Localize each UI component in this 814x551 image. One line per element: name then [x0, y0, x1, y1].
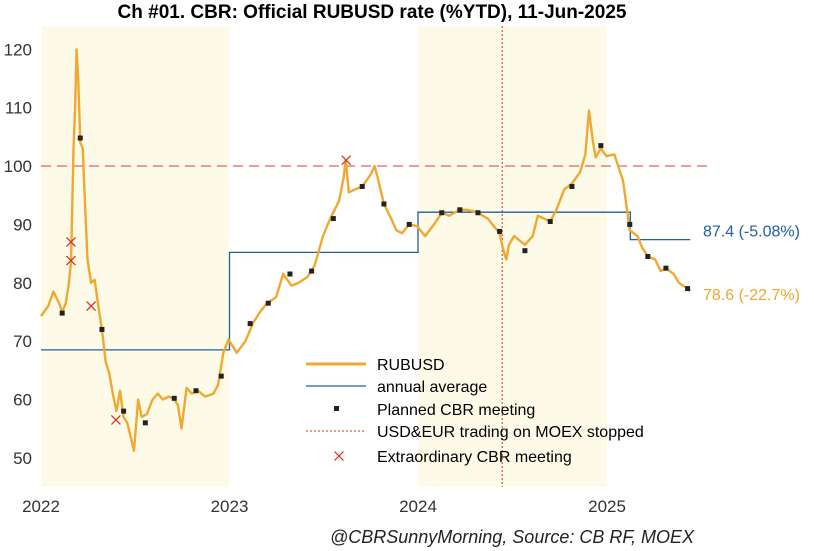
y-tick-60: 60 — [13, 390, 32, 409]
meeting-marker-15 — [406, 221, 412, 227]
x-axis: 2022 2023 2024 2025 — [22, 497, 626, 516]
meeting-marker-2 — [99, 326, 105, 332]
y-tick-70: 70 — [13, 332, 32, 351]
meeting-marker-8 — [247, 321, 253, 327]
chart-caption: @CBRSunnyMorning, Source: CB RF, MOEX — [330, 527, 695, 547]
planned-meetings — [59, 135, 691, 426]
shaded-year-0 — [41, 26, 230, 487]
meeting-marker-20 — [522, 248, 528, 254]
meeting-marker-9 — [265, 300, 271, 306]
legend-meeting-label: Planned CBR meeting — [377, 402, 535, 419]
x-tick-2024: 2024 — [399, 497, 437, 516]
x-tick-2022: 2022 — [22, 497, 60, 516]
y-tick-120: 120 — [4, 40, 32, 59]
meeting-marker-27 — [685, 286, 691, 292]
extraordinary-marker-0 — [66, 236, 76, 247]
legend-extraordinary-cross — [334, 451, 344, 461]
meeting-marker-26 — [663, 265, 669, 271]
extraordinary-meetings — [66, 155, 352, 425]
year-shading — [41, 26, 608, 487]
y-tick-100: 100 — [4, 157, 32, 176]
meeting-marker-12 — [330, 216, 336, 222]
extraordinary-marker-2 — [86, 301, 97, 312]
meeting-marker-14 — [381, 201, 387, 207]
y-tick-90: 90 — [13, 215, 32, 234]
legend: RUBUSD annual average Planned CBR meetin… — [306, 357, 644, 466]
y-axis: 50 60 70 80 90 100 110 120 — [4, 40, 32, 467]
meeting-marker-18 — [475, 210, 481, 216]
meeting-marker-3 — [121, 408, 127, 414]
meeting-marker-6 — [193, 388, 199, 394]
meeting-marker-23 — [598, 143, 604, 149]
meeting-marker-11 — [309, 268, 315, 274]
meeting-marker-17 — [457, 207, 463, 213]
average-end-label: 87.4 (-5.08%) — [703, 224, 800, 241]
meeting-marker-25 — [645, 254, 651, 259]
meeting-marker-21 — [547, 218, 553, 224]
extraordinary-marker-4 — [341, 155, 352, 166]
meeting-marker-19 — [497, 228, 503, 234]
rubusd-end-label: 78.6 (-22.7%) — [703, 287, 800, 304]
chart-title: Ch #01. CBR: Official RUBUSD rate (%YTD)… — [118, 2, 627, 23]
legend-extraordinary-swatch — [334, 451, 344, 461]
legend-rubusd-label: RUBUSD — [377, 357, 445, 374]
meeting-marker-1 — [77, 135, 83, 141]
legend-extraordinary-label: Extraordinary CBR meeting — [377, 449, 572, 466]
meeting-marker-22 — [569, 183, 575, 189]
extraordinary-marker-1 — [66, 255, 76, 266]
meeting-marker-7 — [218, 373, 224, 379]
x-tick-2025: 2025 — [588, 497, 626, 516]
extraordinary-marker-3 — [110, 414, 121, 425]
meeting-marker-13 — [359, 183, 365, 189]
y-tick-50: 50 — [13, 449, 32, 468]
meeting-marker-24 — [627, 221, 633, 227]
legend-trading-stopped-label: USD&EUR trading on MOEX stopped — [377, 424, 644, 441]
meeting-marker-5 — [171, 395, 177, 401]
meeting-marker-4 — [142, 420, 148, 426]
y-tick-80: 80 — [13, 274, 32, 293]
meeting-marker-16 — [439, 210, 445, 216]
legend-meeting-swatch — [334, 406, 339, 411]
meeting-marker-10 — [287, 271, 293, 277]
shaded-year-1 — [418, 26, 608, 487]
x-tick-2023: 2023 — [211, 497, 249, 516]
y-tick-110: 110 — [5, 99, 32, 118]
legend-average-label: annual average — [377, 379, 487, 396]
meeting-marker-0 — [59, 310, 65, 316]
